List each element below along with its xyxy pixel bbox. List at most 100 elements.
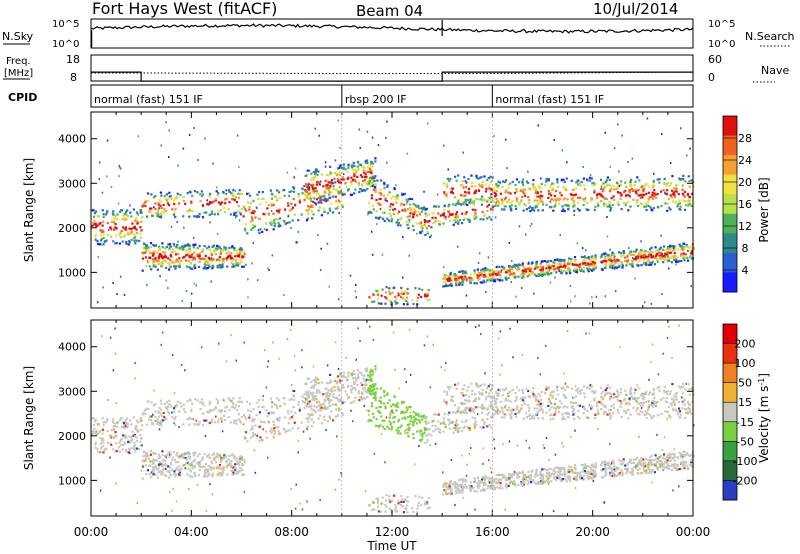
power-echo (179, 194, 182, 197)
power-echo (656, 260, 659, 263)
power-echo (101, 220, 105, 223)
power-echo (238, 250, 241, 254)
velocity-echo (230, 399, 233, 402)
velocity-echo (361, 373, 364, 376)
velocity-echo (390, 422, 393, 425)
velocity-echo (374, 391, 377, 394)
velocity-echo (490, 402, 493, 405)
power-echo (526, 268, 529, 271)
power-echo (649, 206, 652, 209)
velocity-echo (235, 472, 238, 475)
power-echo (310, 178, 313, 181)
power-echo (402, 303, 405, 306)
power-echo (638, 253, 641, 256)
power-echo (525, 180, 528, 183)
velocity-echo (219, 472, 222, 475)
power-echo (167, 195, 170, 198)
power-echo (222, 190, 225, 194)
power-speckle (288, 195, 290, 197)
power-echo (169, 253, 172, 257)
velocity-echo (229, 421, 232, 424)
velocity-echo (201, 402, 204, 406)
power-echo (344, 168, 347, 171)
power-echo (465, 186, 468, 189)
power-echo (640, 264, 643, 267)
velocity-echo (182, 407, 185, 411)
power-echo (406, 215, 409, 218)
power-echo (198, 215, 201, 218)
velocity-echo (658, 389, 661, 392)
power-echo (641, 193, 644, 196)
power-echo (653, 251, 656, 254)
power-echo (549, 206, 552, 209)
velocity-echo (372, 370, 375, 373)
power-echo (198, 252, 201, 255)
power-echo (207, 260, 210, 263)
power-echo (191, 267, 194, 271)
velocity-echo (128, 441, 131, 444)
velocity-echo (265, 409, 268, 412)
power-echo (454, 275, 457, 279)
power-echo (386, 193, 389, 197)
power-echo (135, 211, 138, 214)
power-echo (501, 268, 504, 271)
power-echo (476, 276, 479, 279)
velocity-echo (160, 422, 163, 425)
power-echo (517, 265, 520, 268)
velocity-echo (214, 407, 218, 410)
power-echo (534, 189, 537, 193)
power-speckle (153, 206, 155, 209)
power-echo (165, 245, 168, 249)
velocity-echo (110, 436, 113, 439)
velocity-echo (664, 400, 667, 403)
power-echo (473, 215, 476, 218)
power-echo (667, 256, 670, 259)
power-echo (164, 198, 167, 201)
power-echo (481, 281, 484, 284)
power-echo (471, 181, 474, 185)
power-echo (591, 182, 594, 185)
power-echo (253, 210, 256, 213)
velocity-echo (114, 450, 117, 453)
velocity-echo (179, 402, 182, 405)
power-echo (139, 211, 142, 215)
power-echo (504, 181, 507, 184)
power-echo (324, 180, 327, 183)
velocity-echo (193, 423, 196, 426)
power-echo (193, 215, 196, 218)
power-echo (390, 214, 393, 217)
velocity-echo (564, 394, 567, 398)
velocity-echo (606, 391, 609, 394)
power-echo (639, 194, 642, 197)
velocity-echo (99, 430, 102, 433)
power-echo (455, 202, 458, 205)
power-echo (682, 178, 685, 181)
power-speckle (271, 254, 274, 257)
velocity-echo (310, 418, 314, 421)
power-echo (207, 263, 210, 267)
velocity-echo (425, 415, 428, 418)
power-echo (370, 161, 373, 164)
power-echo (689, 246, 692, 249)
power-echo (112, 219, 116, 222)
velocity-echo (479, 406, 482, 409)
velocity-echo (180, 467, 183, 470)
power-echo (317, 196, 320, 199)
power-echo (610, 197, 613, 200)
velocity-echo (277, 433, 280, 436)
velocity-echo (513, 399, 517, 403)
velocity-echo (297, 427, 300, 430)
power-echo (187, 248, 190, 251)
velocity-echo (468, 427, 471, 430)
velocity-echo (284, 430, 287, 434)
power-echo (380, 192, 383, 195)
power-echo (406, 287, 409, 291)
power-speckle (618, 170, 620, 173)
power-echo (232, 263, 235, 266)
velocity-echo (308, 394, 311, 397)
power-echo (639, 196, 642, 199)
velocity-echo (454, 412, 457, 415)
velocity-echo (225, 405, 228, 408)
velocity-echo (601, 403, 604, 406)
power-speckle (606, 216, 608, 218)
